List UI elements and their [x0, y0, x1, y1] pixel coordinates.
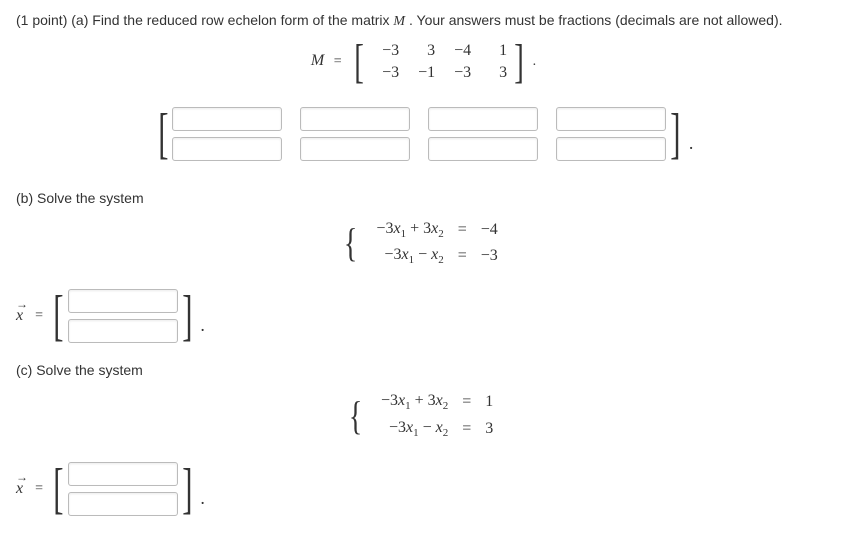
c-eq2-rhs: 3 — [479, 417, 499, 441]
rref-input-1-3[interactable] — [556, 137, 666, 161]
rref-input-1-0[interactable] — [172, 137, 282, 161]
m-0-0: −3 — [367, 40, 403, 62]
matrix-var: M — [393, 14, 405, 29]
left-brace-icon: { — [349, 396, 362, 436]
right-bracket-icon: ] — [670, 106, 680, 162]
b-vec-input-0[interactable] — [68, 289, 178, 313]
part-c-prompt: (c) Solve the system — [16, 362, 831, 378]
matrix-var-2: M — [311, 52, 324, 69]
equals-sign: = — [35, 481, 43, 497]
c-vec-input-0[interactable] — [68, 462, 178, 486]
right-bracket-icon: ] — [514, 38, 524, 86]
left-bracket-icon: [ — [354, 38, 364, 86]
b-eq2-rhs: −3 — [475, 244, 504, 268]
b-eq1-rhs: −4 — [475, 218, 504, 242]
c-eq1-rhs: 1 — [479, 390, 499, 414]
part-c-label: (c) — [16, 362, 32, 378]
rref-input-0-2[interactable] — [428, 107, 538, 131]
part-a-label: (a) — [71, 12, 88, 28]
b-period: . — [200, 315, 205, 344]
part-a-prompt: (1 point) (a) Find the reduced row echel… — [16, 12, 831, 30]
right-bracket-icon: ] — [182, 461, 192, 517]
part-b-answer: x = [ ] . — [16, 288, 831, 344]
left-bracket-icon: [ — [53, 461, 63, 517]
part-b-prompt: (b) Solve the system — [16, 190, 831, 206]
matrix-definition: M = [ −3 3 −4 1 −3 −1 −3 3 ] . — [16, 38, 831, 86]
part-c-text: Solve the system — [36, 362, 143, 378]
m-1-0: −3 — [367, 62, 403, 84]
c-period: . — [200, 488, 205, 517]
rref-input-0-3[interactable] — [556, 107, 666, 131]
part-a-text: Find the reduced row echelon form of the… — [92, 12, 389, 28]
rref-input-0-1[interactable] — [300, 107, 410, 131]
equals-sign: = — [35, 308, 43, 324]
rref-input-1-1[interactable] — [300, 137, 410, 161]
rref-period: . — [689, 133, 694, 162]
system-c: { −3x1 + 3x2 = 1 −3x1 − x2 = 3 — [16, 388, 831, 442]
system-b: { −3x1 + 3x2 = −4 −3x1 − x2 = −3 — [16, 216, 831, 270]
left-bracket-icon: [ — [53, 288, 63, 344]
right-bracket-icon: ] — [182, 288, 192, 344]
part-a-tail: . Your answers must be fractions (decima… — [409, 12, 783, 28]
rref-input-0-0[interactable] — [172, 107, 282, 131]
m-1-3: 3 — [475, 62, 511, 84]
c-vec-input-1[interactable] — [68, 492, 178, 516]
m-1-2: −3 — [439, 62, 475, 84]
m-1-1: −1 — [403, 62, 439, 84]
m-0-3: 1 — [475, 40, 511, 62]
matrix-period: . — [533, 54, 537, 69]
part-b-label: (b) — [16, 190, 33, 206]
part-b-text: Solve the system — [37, 190, 144, 206]
x-vector-var: x — [16, 307, 23, 325]
m-0-2: −4 — [439, 40, 475, 62]
rref-input-1-2[interactable] — [428, 137, 538, 161]
rref-answer-matrix: [ ] . — [16, 106, 831, 162]
m-0-1: 3 — [403, 40, 439, 62]
points-label: (1 point) — [16, 12, 67, 28]
part-c-answer: x = [ ] . — [16, 461, 831, 517]
left-bracket-icon: [ — [158, 106, 168, 162]
left-brace-icon: { — [344, 223, 357, 263]
b-vec-input-1[interactable] — [68, 319, 178, 343]
matrix-M: −3 3 −4 1 −3 −1 −3 3 — [367, 40, 511, 84]
x-vector-var: x — [16, 480, 23, 498]
